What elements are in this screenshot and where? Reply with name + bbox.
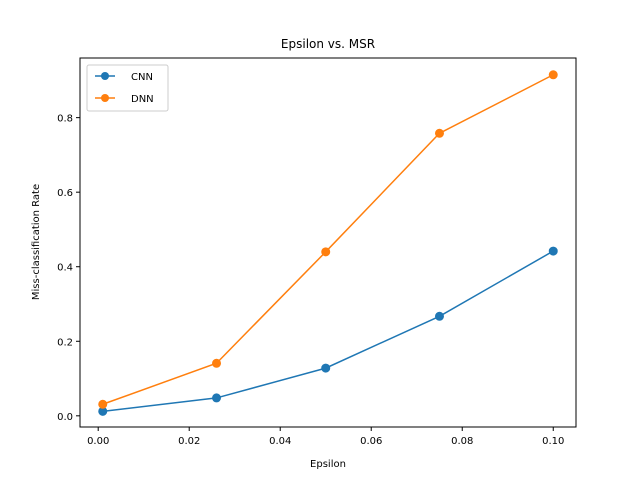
- y-tick-label: 0.8: [57, 114, 73, 125]
- legend-label-cnn: CNN: [131, 72, 153, 83]
- data-point-dnn: [212, 358, 222, 368]
- y-tick-label: 0.0: [57, 412, 73, 423]
- data-point-cnn: [212, 393, 222, 403]
- axes-frame: [79, 57, 577, 428]
- y-tick-label: 0.2: [57, 337, 73, 348]
- chart-title: Epsilon vs. MSR: [281, 37, 375, 51]
- y-tick-label: 0.6: [57, 188, 73, 199]
- data-point-dnn: [434, 128, 444, 138]
- legend-box: [86, 64, 169, 112]
- legend: CNN DNN: [86, 64, 169, 112]
- legend-label-dnn: DNN: [131, 94, 154, 105]
- legend-marker-dnn: [101, 94, 109, 102]
- data-point-cnn: [548, 246, 558, 256]
- data-point-dnn: [548, 70, 558, 80]
- y-tick-label: 0.4: [57, 263, 73, 274]
- legend-marker-cnn: [101, 72, 109, 80]
- x-axis-label: Epsilon: [310, 459, 346, 470]
- data-point-cnn: [434, 311, 444, 321]
- data-point-dnn: [321, 247, 331, 257]
- data-point-dnn: [98, 399, 108, 409]
- data-point-cnn: [321, 363, 331, 373]
- y-axis-label: Miss-classification Rate: [31, 184, 42, 300]
- x-tick-label: 0.08: [451, 436, 473, 447]
- plot-area: 0.00 0.02 0.04 0.06 0.08 0.10 0.0 0.2 0.4 0.6 0.8: [57, 57, 577, 447]
- x-tick-label: 0.04: [269, 436, 291, 447]
- x-tick-label: 0.06: [360, 436, 382, 447]
- x-tick-label: 0.00: [87, 436, 109, 447]
- x-tick-label: 0.10: [542, 436, 564, 447]
- x-tick-label: 0.02: [178, 436, 200, 447]
